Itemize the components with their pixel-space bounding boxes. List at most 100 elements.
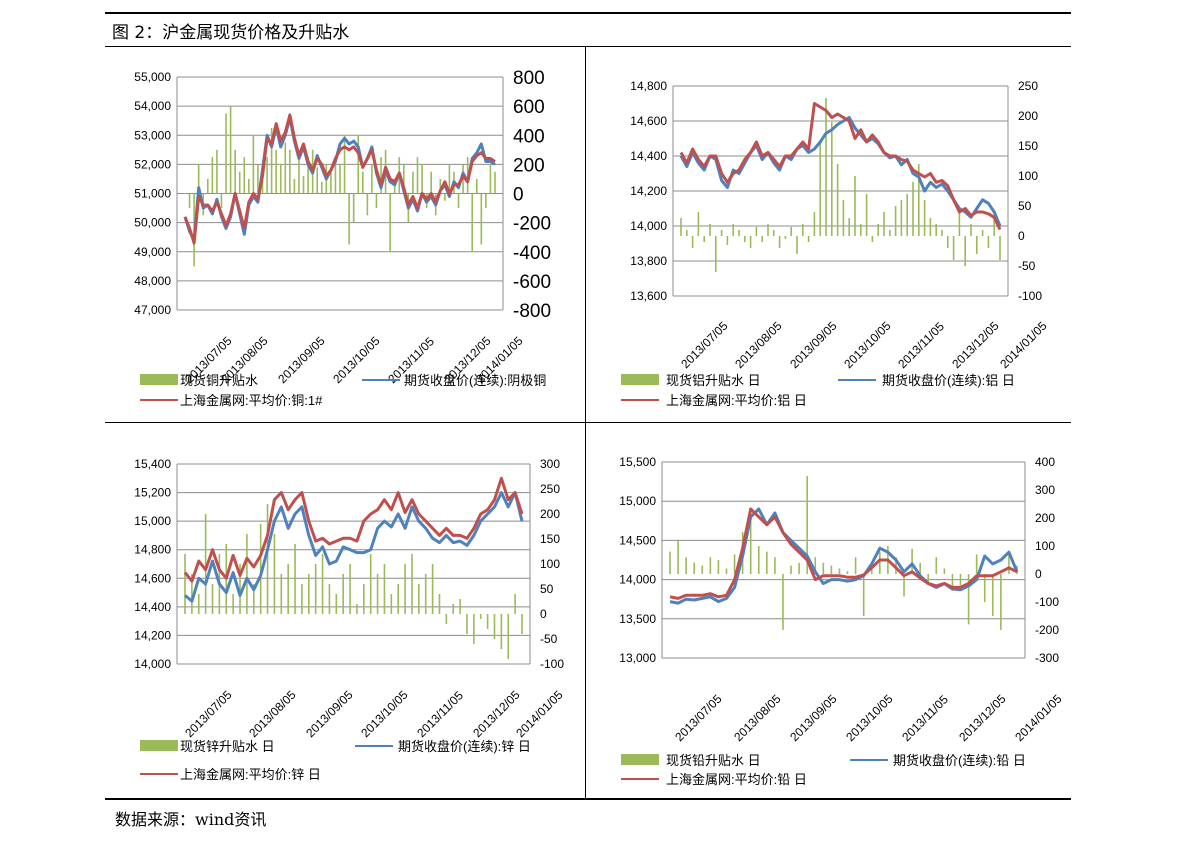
aluminum-spread-bar [796,236,798,254]
copper-spread-bar [206,178,209,194]
zinc-spread-bar [452,604,455,614]
copper-ytick-left: 54,000 [134,99,171,113]
lead-spread-bar [806,476,808,574]
lead-spread-bar [975,554,978,574]
copper-ytick-right: 200 [513,155,545,176]
aluminum-ytick-left: 13,600 [630,289,667,303]
lead-xtick: 2014/01/05 [1012,692,1065,745]
lead-spread-bar [733,554,736,574]
zinc-spread-bar [232,594,234,614]
aluminum-spread-bar [738,230,740,236]
copper-spread-bar [284,142,287,194]
lead-ytick-right: -200 [1035,623,1059,637]
aluminum-spread-bar [749,236,752,248]
copper-spread-bar [389,193,391,252]
zinc-spread-bar [356,604,358,614]
zinc-xtick: 2013/10/05 [358,688,411,741]
zinc-futures-line [184,491,524,603]
aluminum-spread-bar [703,236,705,242]
copper-ytick-left: 48,000 [134,274,171,288]
middle-rule [105,422,1071,423]
aluminum-spread-bar [958,212,961,236]
zinc-spread-bar [411,554,413,614]
copper-spread-bar [220,193,223,209]
lead-spread-bar [798,562,800,574]
copper-spot-avg-line [183,113,496,245]
zinc-spread-bar [301,584,303,614]
page-title: 图 2：沪金属现货价格及升贴水 [112,23,350,43]
aluminum-xtick: 2013/07/05 [678,319,731,372]
lead-xtick: 2013/12/05 [956,692,1009,745]
aluminum-spread-bar [686,230,688,236]
aluminum-spread-bar [999,236,1001,260]
lead-spread-bar [725,568,728,574]
aluminum-spread-bar [773,230,775,236]
aluminum-xtick: 2013/10/05 [841,319,894,372]
source-note: 数据来源：wind资讯 [115,810,267,829]
aluminum-spread-bar [755,227,758,236]
copper-spread-bar [257,164,259,194]
copper-ytick-right: -600 [513,272,551,293]
aluminum-legend-bar-swatch [621,374,659,385]
lead-futures-line [669,507,1019,605]
zinc-spread-bar [191,574,193,614]
copper-spread-bar [320,181,323,194]
lead-xtick: 2013/07/05 [672,692,725,745]
zinc-spread-bar [273,534,276,614]
zinc-spread-bar [466,614,468,634]
zinc-spread-bar [431,564,434,614]
copper-spread-bar [361,171,364,194]
lead-ytick-right: 400 [1035,455,1055,469]
copper-spread-bar [225,113,227,194]
copper-spread-bar [243,157,246,194]
zinc-ytick-right: 50 [540,582,554,596]
copper-ytick-right: -200 [513,214,551,235]
zinc-ytick-right: 250 [540,482,560,496]
title-rule [105,46,1071,47]
lead-ytick-right: -100 [1035,595,1059,609]
aluminum-spread-bar [987,236,990,248]
aluminum-ytick-right: -50 [1018,259,1036,273]
zinc-spread-bar [479,614,482,619]
aluminum-ytick-left: 14,200 [630,184,667,198]
copper-spread-bar [197,164,200,194]
lead-spread-bar [814,557,817,574]
aluminum-spread-bar [691,236,694,248]
aluminum-spread-bar [889,230,891,236]
zinc-legend-label: 现货锌升贴水 日 [180,739,275,754]
aluminum-spread-bar [970,224,972,236]
lead-ytick-left: 15,500 [619,455,656,469]
copper-spread-bar [248,178,250,194]
lead-legend-label: 上海金属网:平均价:铅 日 [666,772,807,787]
zinc-spread-bar [184,554,186,614]
aluminum-spread-bar [894,206,897,236]
copper-spread-bar [229,106,232,194]
copper-spread-bar [403,164,405,194]
aluminum-spread-bar [935,224,937,236]
zinc-spot-avg-line [183,476,524,583]
aluminum-spread-bar [819,140,821,236]
copper-spread-bar [439,178,442,194]
zinc-spread-bar [493,614,496,639]
aluminum-spread-bar [720,230,723,236]
aluminum-spread-bar [952,236,955,260]
lead-spread-bar [983,574,986,602]
aluminum-spread-bar [941,230,943,236]
aluminum-spread-bar [778,236,781,248]
aluminum-spread-bar [726,236,729,245]
zinc-spread-bar [521,614,523,634]
copper-spread-bar [216,149,218,194]
aluminum-spread-bar [680,218,682,236]
aluminum-spread-bar [831,122,833,236]
lead-legend-label: 期货收盘价(连续):铅 日 [893,753,1026,768]
zinc-spread-bar [280,574,283,614]
copper-spread-bar [211,157,214,194]
lead-spread-bar [693,562,696,574]
lead-spread-bar [1000,574,1002,630]
aluminum-ytick-right: 100 [1018,169,1038,183]
aluminum-spread-bar [761,236,763,242]
copper-spread-bar [371,164,373,194]
copper-ytick-left: 47,000 [134,303,171,317]
copper-ytick-left: 53,000 [134,128,171,142]
zinc-spread-bar [204,514,207,614]
